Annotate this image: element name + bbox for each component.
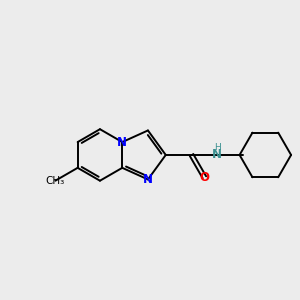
Text: CH₃: CH₃ <box>46 176 65 186</box>
Text: N: N <box>212 148 222 161</box>
Text: H: H <box>214 143 220 152</box>
Text: N: N <box>117 136 127 148</box>
Text: N: N <box>143 173 153 186</box>
Text: O: O <box>200 171 209 184</box>
